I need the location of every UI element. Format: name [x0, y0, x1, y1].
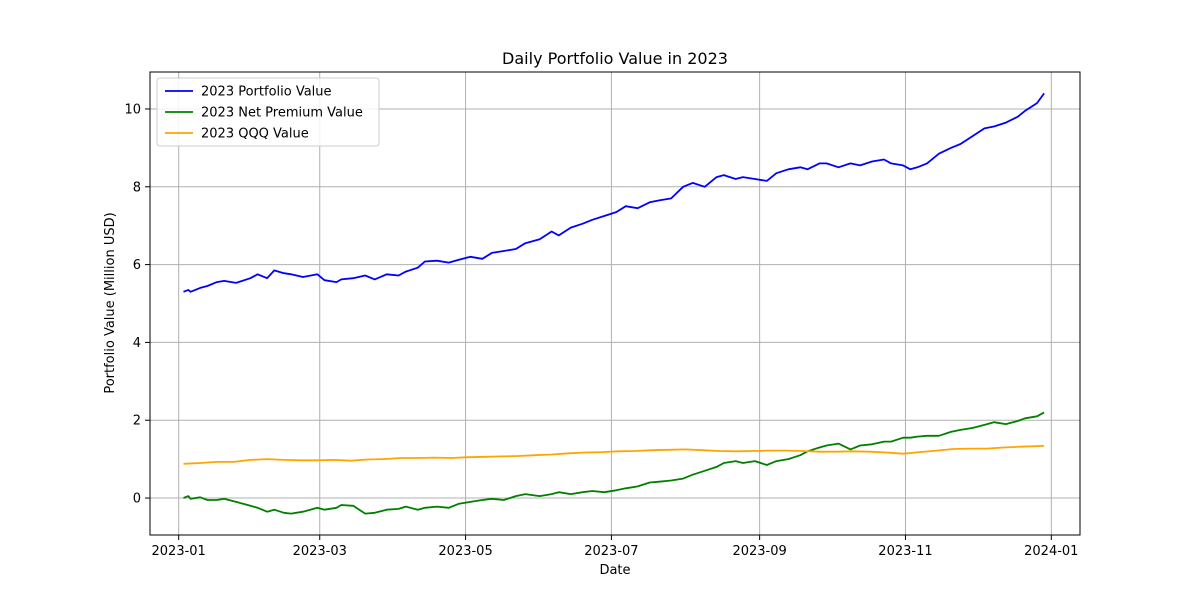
x-tick-label: 2023-01: [152, 544, 206, 559]
series-lines: [183, 92, 1045, 515]
y-tick-label: 0: [133, 492, 141, 507]
series-line-3: [183, 445, 1045, 465]
x-axis: 2023-01 2023-03 2023-05 2023-07 2023-09 2023-…: [152, 535, 1078, 559]
y-tick-label: 2: [133, 414, 141, 429]
x-tick-label: 2023-11: [878, 544, 932, 559]
legend: 2023 Portfolio Value 2023 Net Premium Val…: [156, 77, 380, 147]
legend-label-1: 2023 Portfolio Value: [201, 85, 332, 100]
series-line-2: [183, 411, 1045, 515]
x-tick-label: 2023-07: [584, 544, 638, 559]
y-tick-label: 6: [133, 258, 141, 273]
x-tick-label: 2023-05: [438, 544, 492, 559]
grid: [150, 72, 1080, 535]
legend-label-3: 2023 QQQ Value: [201, 127, 309, 142]
chart-title: Daily Portfolio Value in 2023: [502, 49, 728, 68]
y-axis: 0 2 4 6 8 10: [124, 102, 150, 507]
legend-label-2: 2023 Net Premium Value: [201, 106, 363, 121]
x-axis-title: Date: [599, 563, 630, 578]
x-tick-label: 2023-03: [293, 544, 347, 559]
x-tick-label: 2023-09: [732, 544, 786, 559]
y-tick-label: 4: [133, 336, 141, 351]
plot-area-frame: [149, 71, 1081, 536]
series-line-1: [183, 92, 1045, 293]
y-axis-title: Portfolio Value (Million USD): [103, 212, 118, 393]
y-tick-label: 8: [133, 180, 141, 195]
y-tick-label: 10: [124, 102, 141, 117]
x-tick-label: 2024-01: [1024, 544, 1078, 559]
legend-box: [156, 77, 380, 147]
